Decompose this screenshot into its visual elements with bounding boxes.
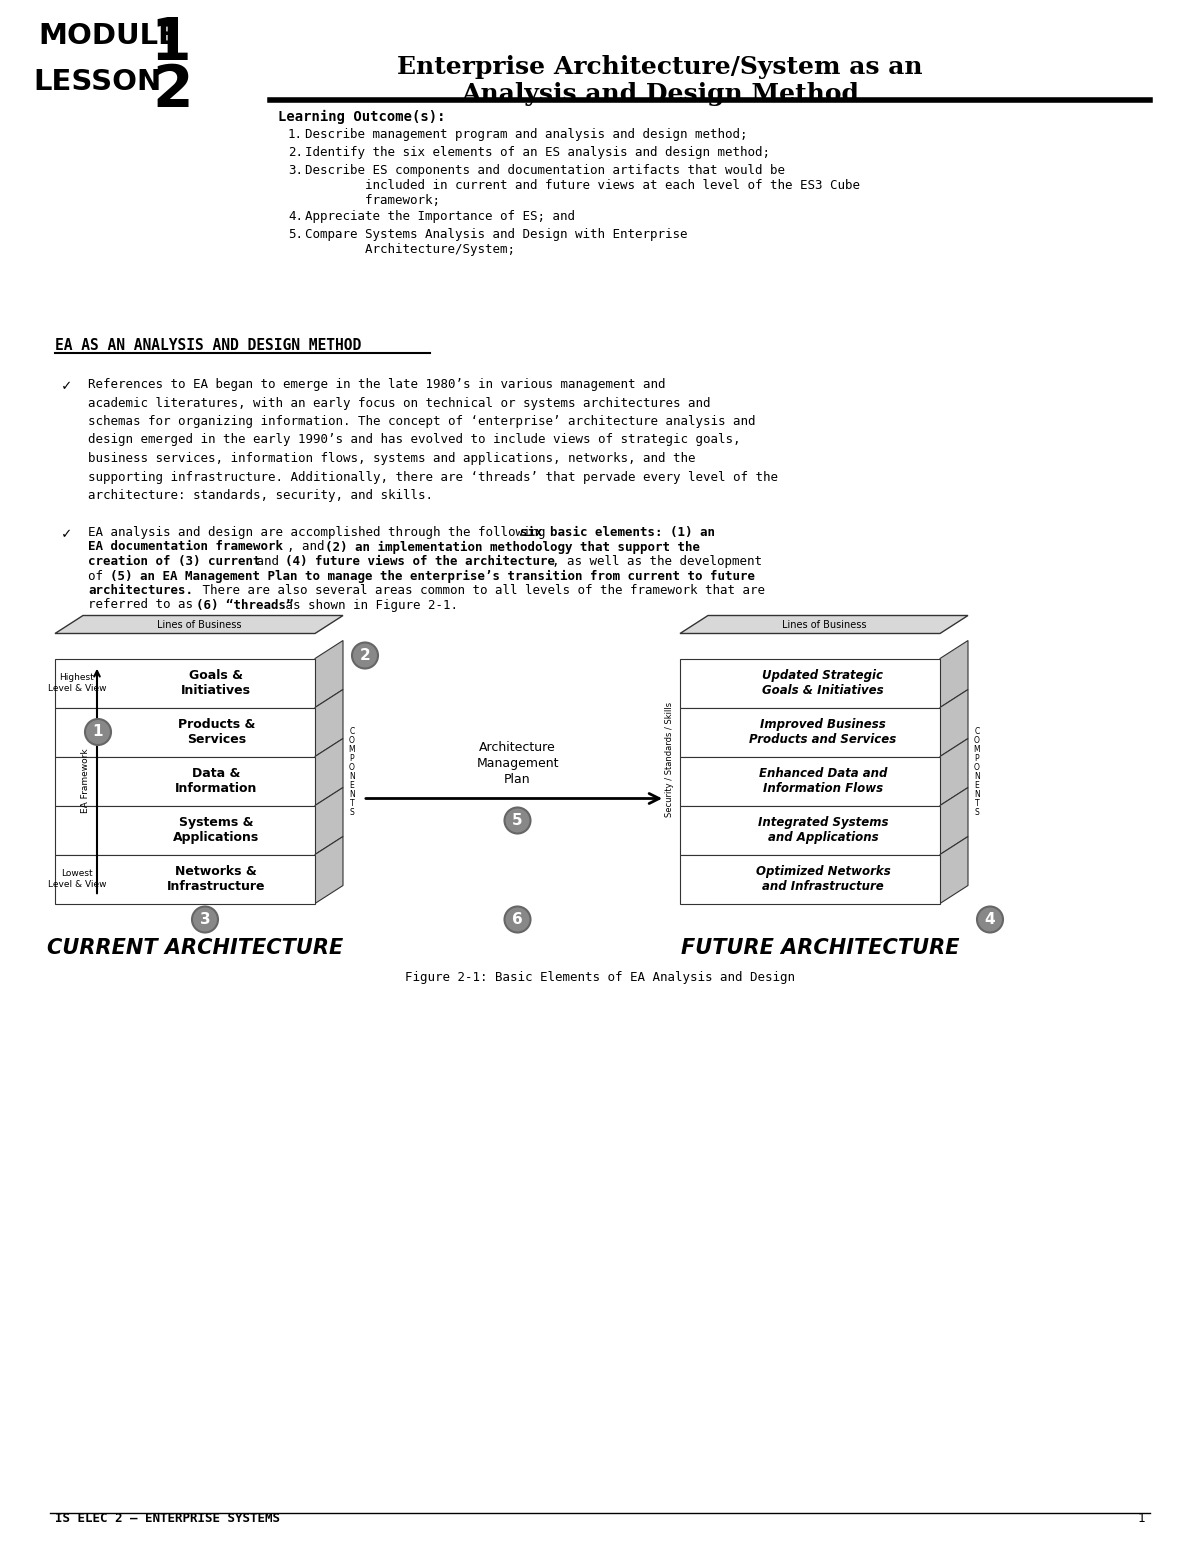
Text: 3.: 3. (288, 165, 302, 177)
Text: Goals &
Initiatives: Goals & Initiatives (181, 669, 251, 697)
Text: Analysis and Design Method: Analysis and Design Method (461, 82, 859, 106)
Text: IS ELEC 2 – ENTERPRISE SYSTEMS: IS ELEC 2 – ENTERPRISE SYSTEMS (55, 1513, 280, 1525)
Polygon shape (680, 806, 940, 854)
Polygon shape (940, 690, 968, 756)
Text: architectures.: architectures. (88, 584, 193, 596)
Polygon shape (680, 708, 940, 756)
Text: Lines of Business: Lines of Business (157, 620, 241, 629)
Text: Describe ES components and documentation artifacts that would be
        include: Describe ES components and documentation… (305, 165, 860, 207)
Text: Data &
Information: Data & Information (175, 767, 257, 795)
Circle shape (85, 719, 112, 745)
Text: Optimized Networks
and Infrastructure: Optimized Networks and Infrastructure (756, 865, 890, 893)
Text: Integrated Systems
and Applications: Integrated Systems and Applications (757, 815, 888, 843)
Text: Identify the six elements of an ES analysis and design method;: Identify the six elements of an ES analy… (305, 146, 770, 158)
Text: Compare Systems Analysis and Design with Enterprise
        Architecture/System;: Compare Systems Analysis and Design with… (305, 228, 688, 256)
Text: Networks &
Infrastructure: Networks & Infrastructure (167, 865, 265, 893)
Polygon shape (940, 739, 968, 806)
Circle shape (504, 808, 530, 834)
Text: , as well as the development: , as well as the development (552, 554, 762, 568)
Text: 4.: 4. (288, 210, 302, 224)
Polygon shape (680, 756, 940, 806)
Polygon shape (314, 739, 343, 806)
Text: MODULE: MODULE (38, 22, 178, 50)
Text: ✓: ✓ (62, 526, 71, 540)
Text: (5) an EA Management Plan to manage the enterprise’s transition from current to : (5) an EA Management Plan to manage the … (110, 570, 755, 582)
Text: 1: 1 (92, 725, 103, 739)
Circle shape (977, 907, 1003, 932)
Text: EA analysis and design are accomplished through the following: EA analysis and design are accomplished … (88, 526, 553, 539)
Text: Enhanced Data and
Information Flows: Enhanced Data and Information Flows (758, 767, 887, 795)
Text: Describe management program and analysis and design method;: Describe management program and analysis… (305, 127, 748, 141)
Polygon shape (314, 837, 343, 904)
Text: 5: 5 (512, 814, 523, 828)
Text: six basic elements: (1) an: six basic elements: (1) an (520, 526, 715, 539)
Text: Architecture
Management
Plan: Architecture Management Plan (476, 741, 559, 786)
Text: Systems &
Applications: Systems & Applications (173, 815, 259, 843)
Polygon shape (940, 787, 968, 854)
Text: Lowest
Level & View: Lowest Level & View (48, 870, 107, 888)
Polygon shape (940, 640, 968, 708)
Polygon shape (55, 615, 343, 634)
Text: References to EA began to emerge in the late 1980’s in various management and
ac: References to EA began to emerge in the … (88, 377, 778, 502)
Text: 5.: 5. (288, 228, 302, 241)
Text: 1: 1 (150, 16, 191, 71)
Text: 1: 1 (1138, 1513, 1145, 1525)
Text: FUTURE ARCHITECTURE: FUTURE ARCHITECTURE (680, 938, 959, 958)
Text: 2: 2 (360, 648, 371, 663)
Text: 2: 2 (152, 62, 193, 120)
Text: Updated Strategic
Goals & Initiatives: Updated Strategic Goals & Initiatives (762, 669, 884, 697)
Text: Enterprise Architecture/System as an: Enterprise Architecture/System as an (397, 54, 923, 79)
Polygon shape (680, 854, 940, 904)
Polygon shape (55, 806, 314, 854)
Polygon shape (680, 615, 968, 634)
Text: of: of (88, 570, 110, 582)
Polygon shape (314, 690, 343, 756)
Text: CURRENT ARCHITECTURE: CURRENT ARCHITECTURE (47, 938, 343, 958)
Text: Appreciate the Importance of ES; and: Appreciate the Importance of ES; and (305, 210, 575, 224)
Text: Improved Business
Products and Services: Improved Business Products and Services (749, 717, 896, 745)
Text: referred to as: referred to as (88, 598, 200, 612)
Text: ✓: ✓ (62, 377, 71, 393)
Text: 6: 6 (512, 912, 523, 927)
Text: 2.: 2. (288, 146, 302, 158)
Text: (4) future views of the architecture: (4) future views of the architecture (286, 554, 554, 568)
Text: Learning Outcome(s):: Learning Outcome(s): (278, 110, 445, 124)
Polygon shape (314, 787, 343, 854)
Text: 3: 3 (199, 912, 210, 927)
Text: 4: 4 (985, 912, 995, 927)
Text: and: and (250, 554, 287, 568)
Text: Lines of Business: Lines of Business (781, 620, 866, 629)
Polygon shape (314, 640, 343, 708)
Circle shape (192, 907, 218, 932)
Polygon shape (680, 658, 940, 708)
Text: (6) “threads”: (6) “threads” (196, 598, 294, 612)
Polygon shape (55, 854, 314, 904)
Text: as shown in Figure 2-1.: as shown in Figure 2-1. (278, 598, 458, 612)
Text: EA Framework: EA Framework (82, 749, 90, 814)
Text: creation of (3) current: creation of (3) current (88, 554, 260, 568)
Text: There are also several areas common to all levels of the framework that are: There are also several areas common to a… (194, 584, 766, 596)
Text: , and: , and (287, 540, 332, 553)
Polygon shape (55, 756, 314, 806)
Text: Figure 2-1: Basic Elements of EA Analysis and Design: Figure 2-1: Basic Elements of EA Analysi… (406, 972, 796, 985)
Text: EA documentation framework: EA documentation framework (88, 540, 283, 553)
Text: Security / Standards / Skills: Security / Standards / Skills (666, 702, 674, 817)
Text: C
O
M
P
O
N
E
N
T
S: C O M P O N E N T S (973, 727, 980, 817)
Text: C
O
M
P
O
N
E
N
T
S: C O M P O N E N T S (349, 727, 355, 817)
Polygon shape (55, 658, 314, 708)
Polygon shape (55, 708, 314, 756)
Text: (2) an implementation methodology that support the: (2) an implementation methodology that s… (325, 540, 700, 553)
Text: Products &
Services: Products & Services (178, 717, 254, 745)
Circle shape (352, 643, 378, 668)
Polygon shape (940, 837, 968, 904)
Text: EA AS AN ANALYSIS AND DESIGN METHOD: EA AS AN ANALYSIS AND DESIGN METHOD (55, 339, 361, 353)
Text: 1.: 1. (288, 127, 302, 141)
Text: LESSON: LESSON (34, 68, 161, 96)
Circle shape (504, 907, 530, 932)
Text: Highest
Level & View: Highest Level & View (48, 674, 107, 693)
